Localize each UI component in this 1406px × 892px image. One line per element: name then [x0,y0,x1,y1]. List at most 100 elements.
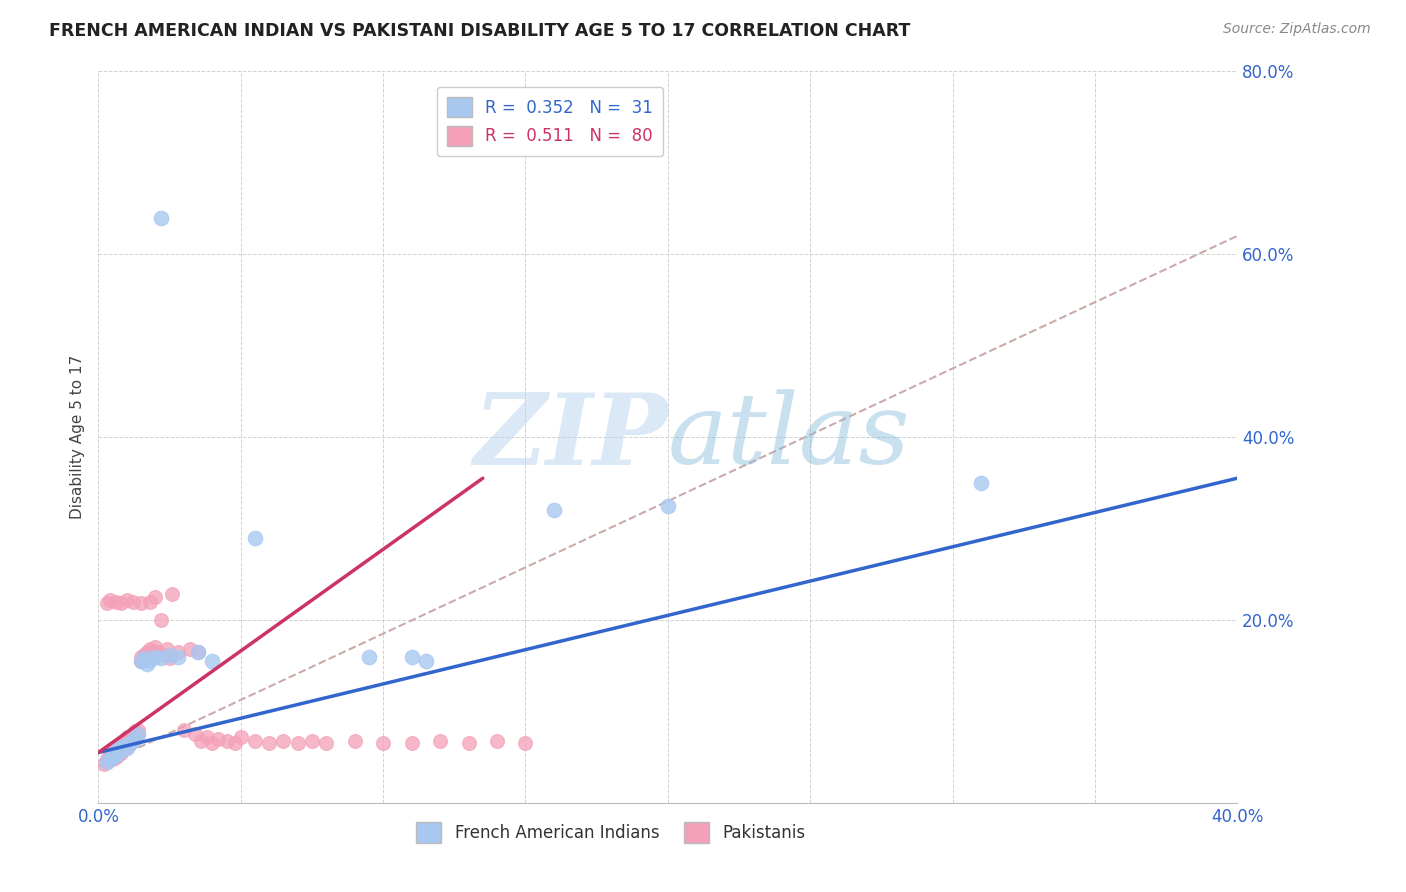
Point [187,645,209,659]
Point [115,592,138,607]
Point [104,748,127,763]
Point [124,730,146,744]
Point [112,739,135,753]
Point [162,587,184,601]
Text: Source: ZipAtlas.com: Source: ZipAtlas.com [1223,22,1371,37]
Point [207,731,229,746]
Point [179,642,201,657]
Point [429,733,451,747]
Text: FRENCH AMERICAN INDIAN VS PAKISTANI DISABILITY AGE 5 TO 17 CORRELATION CHART: FRENCH AMERICAN INDIAN VS PAKISTANI DISA… [49,22,911,40]
Point [127,723,149,737]
Text: atlas: atlas [668,390,911,484]
Point [129,649,152,664]
Point [121,594,143,608]
Point [96,755,118,769]
Point [127,727,149,741]
Point [124,724,146,739]
Point [121,727,143,741]
Point [201,736,224,750]
Point [401,736,423,750]
Point [167,649,190,664]
Point [173,723,195,737]
Point [104,750,127,764]
Point [229,730,252,744]
Point [343,733,366,747]
Point [115,739,138,753]
Point [138,648,160,662]
Point [98,750,121,764]
Point [138,653,160,667]
Point [110,736,132,750]
Point [96,752,118,766]
Point [167,645,190,659]
Point [315,736,337,750]
Point [118,731,141,746]
Point [98,748,121,763]
Point [153,648,176,662]
Point [259,736,281,750]
Point [287,736,309,750]
Point [110,740,132,755]
Point [138,594,160,608]
Point [129,654,152,668]
Point [107,739,129,753]
Point [118,736,141,750]
Point [243,733,266,747]
Point [98,592,121,607]
Point [98,752,121,766]
Point [150,613,173,627]
Point [415,654,437,668]
Point [243,531,266,545]
Point [101,752,124,766]
Point [132,648,155,662]
Point [145,649,167,664]
Point [121,733,143,747]
Point [112,736,135,750]
Point [195,730,218,744]
Point [121,733,143,747]
Point [104,740,127,755]
Point [273,733,295,747]
Point [457,736,479,750]
Point [115,730,138,744]
Point [96,755,118,769]
Point [104,594,127,608]
Point [215,733,238,747]
Point [118,736,141,750]
Point [132,651,155,665]
Point [110,746,132,760]
Point [184,727,207,741]
Point [159,651,181,665]
Legend: French American Indians, Pakistanis: French American Indians, Pakistanis [409,815,813,849]
Point [187,645,209,659]
Point [93,757,115,772]
Point [156,642,179,657]
Point [115,740,138,755]
Point [138,642,160,657]
Point [150,651,173,665]
Point [190,733,212,747]
Point [150,211,173,225]
Point [104,746,127,760]
Point [132,651,155,665]
Point [515,736,537,750]
Point [112,740,135,755]
Point [148,645,170,659]
Point [224,736,246,750]
Point [110,743,132,757]
Point [107,748,129,763]
Text: ZIP: ZIP [472,389,668,485]
Point [145,640,167,655]
Point [101,743,124,757]
Point [107,746,129,760]
Point [970,475,993,490]
Point [129,597,152,611]
Point [486,733,509,747]
Point [141,645,163,659]
Point [657,499,679,513]
Point [373,736,395,750]
Point [201,654,224,668]
Point [135,645,157,659]
Point [543,503,565,517]
Point [135,649,157,664]
